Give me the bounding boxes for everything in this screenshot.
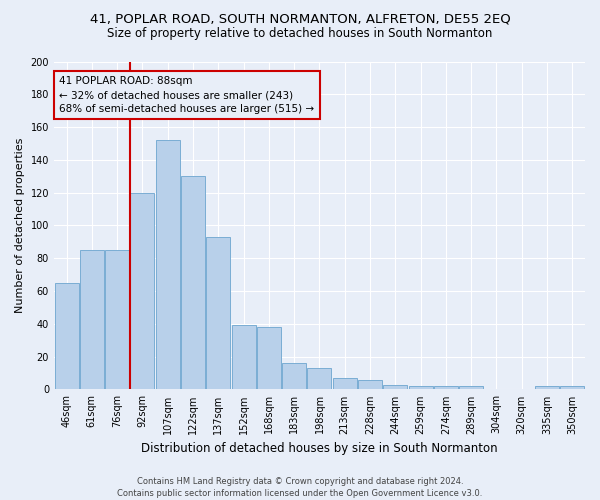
Bar <box>560 386 584 390</box>
X-axis label: Distribution of detached houses by size in South Normanton: Distribution of detached houses by size … <box>141 442 498 455</box>
Bar <box>55 283 79 390</box>
Bar <box>409 386 433 390</box>
Y-axis label: Number of detached properties: Number of detached properties <box>15 138 25 313</box>
Bar <box>156 140 180 390</box>
Bar <box>333 378 357 390</box>
Bar <box>257 327 281 390</box>
Bar <box>307 368 331 390</box>
Bar <box>181 176 205 390</box>
Bar <box>206 237 230 390</box>
Bar <box>282 363 306 390</box>
Bar <box>105 250 129 390</box>
Bar <box>80 250 104 390</box>
Text: Contains HM Land Registry data © Crown copyright and database right 2024.
Contai: Contains HM Land Registry data © Crown c… <box>118 476 482 498</box>
Bar <box>232 326 256 390</box>
Bar <box>383 384 407 390</box>
Text: 41 POPLAR ROAD: 88sqm
← 32% of detached houses are smaller (243)
68% of semi-det: 41 POPLAR ROAD: 88sqm ← 32% of detached … <box>59 76 314 114</box>
Bar <box>358 380 382 390</box>
Bar <box>434 386 458 390</box>
Bar <box>535 386 559 390</box>
Text: Size of property relative to detached houses in South Normanton: Size of property relative to detached ho… <box>107 28 493 40</box>
Bar <box>130 192 154 390</box>
Bar <box>459 386 483 390</box>
Text: 41, POPLAR ROAD, SOUTH NORMANTON, ALFRETON, DE55 2EQ: 41, POPLAR ROAD, SOUTH NORMANTON, ALFRET… <box>89 12 511 26</box>
